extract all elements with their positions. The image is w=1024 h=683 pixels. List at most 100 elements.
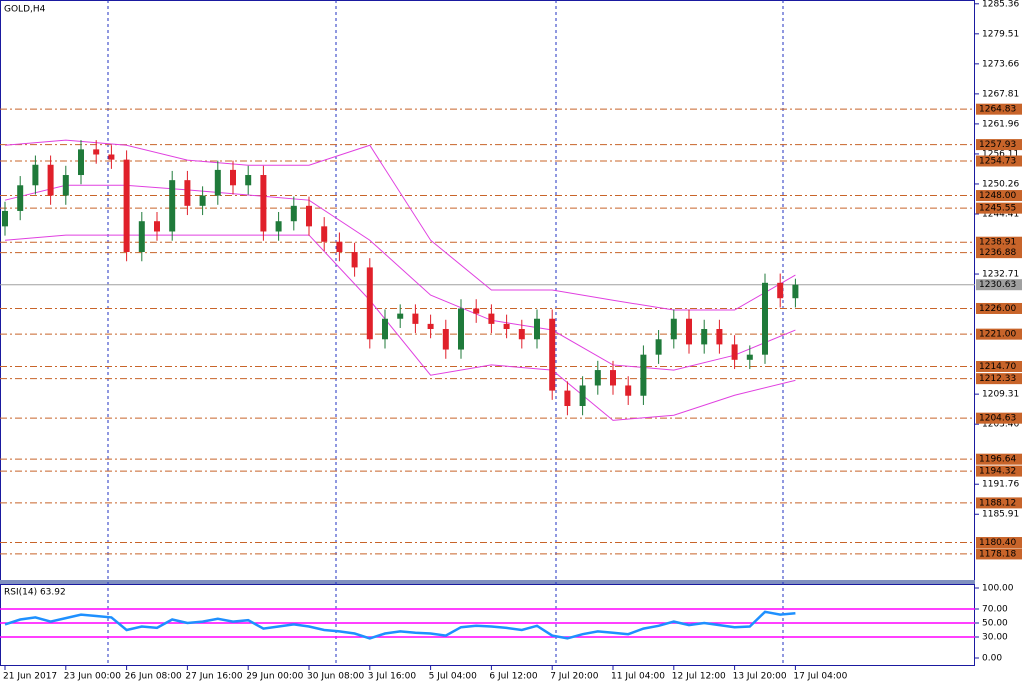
y-tick-label: 1191.76: [982, 480, 1019, 490]
candle-body: [245, 175, 252, 186]
x-tick-label: 6 Jul 12:00: [489, 672, 538, 682]
y-tick-label: 30.00: [982, 633, 1008, 643]
y-tick-label: 100.00: [982, 584, 1014, 594]
level-label-box: [976, 360, 1022, 372]
candle-body: [336, 241, 343, 253]
level-label-box: [976, 412, 1022, 424]
candle-body: [762, 282, 768, 355]
candle-body: [108, 154, 115, 160]
level-label: 1212.33: [979, 374, 1016, 384]
candle-body: [382, 318, 388, 340]
candle-body: [686, 318, 692, 345]
x-tick-label: 30 Jun 08:00: [307, 672, 364, 682]
candle-body: [670, 318, 677, 340]
y-tick-label: 1267.81: [982, 89, 1019, 99]
rsi-frame: [0, 584, 975, 666]
bollinger-middle: [4, 184, 796, 371]
candle-body: [290, 205, 297, 222]
y-tick-label: 1273.66: [982, 59, 1019, 69]
level-label: 1214.70: [979, 362, 1016, 372]
bollinger-lower: [4, 234, 796, 421]
level-label: 1264.83: [979, 105, 1016, 115]
candle-body: [610, 370, 616, 386]
candle-body: [199, 195, 206, 206]
level-label: 1254.73: [979, 157, 1016, 167]
candle-body: [214, 169, 221, 196]
y-tick-label: 1185.91: [982, 510, 1019, 520]
level-label-box: [976, 302, 1022, 314]
y-tick-label: 1244.41: [982, 209, 1019, 219]
candle-body: [47, 164, 54, 196]
candle-body: [442, 329, 449, 350]
candle-body: [230, 169, 236, 186]
level-label: 1226.00: [979, 304, 1016, 314]
level-label-box: [976, 190, 1022, 202]
x-tick-label: 12 Jul 12:00: [672, 672, 726, 682]
candle-body: [488, 313, 495, 324]
candle-body: [427, 323, 434, 330]
candle-body: [777, 282, 784, 299]
candle-body: [579, 385, 586, 406]
x-tick-label: 13 Jul 20:00: [733, 672, 787, 682]
x-tick-label: 29 Jun 00:00: [246, 672, 303, 682]
candle-body: [275, 221, 282, 232]
level-label: 1248.00: [979, 191, 1016, 201]
level-label-box: [976, 548, 1022, 560]
y-tick-label: 1285.36: [982, 0, 1019, 9]
candle-body: [701, 329, 708, 345]
candle-body: [260, 175, 267, 232]
candle-body: [792, 284, 799, 299]
candle-body: [123, 159, 130, 253]
y-tick-label: 1279.51: [982, 29, 1019, 39]
level-label-box: [976, 373, 1022, 385]
level-label: 1194.32: [979, 467, 1016, 477]
y-tick-label: 1250.26: [982, 179, 1019, 189]
y-tick-label: 70.00: [982, 605, 1008, 615]
level-label: 1196.64: [979, 455, 1016, 465]
x-tick-label: 7 Jul 20:00: [550, 672, 599, 682]
level-label-box: [976, 103, 1022, 115]
candle-body: [549, 318, 556, 391]
y-tick-label: 0.00: [982, 654, 1002, 664]
y-tick-label: 50.00: [982, 619, 1008, 629]
candle-body: [594, 370, 601, 386]
level-label: 1236.88: [979, 248, 1016, 258]
rsi-title: RSI(14) 63.92: [4, 588, 66, 598]
pane-separator: [0, 580, 975, 584]
level-label-box: [976, 155, 1022, 167]
candle-body: [746, 354, 753, 360]
x-tick-label: 21 Jun 2017: [3, 672, 57, 682]
candle-body: [397, 313, 404, 319]
chart-title: GOLD,H4: [4, 5, 46, 15]
y-tick-label: 1232.71: [982, 270, 1019, 280]
candle-body: [306, 205, 312, 227]
candle-body: [154, 221, 160, 232]
x-tick-label: 5 Jul 04:00: [429, 672, 478, 682]
x-tick-label: 27 Jun 16:00: [185, 672, 242, 682]
rsi-line: [4, 610, 796, 640]
candle-body: [412, 313, 419, 324]
candle-body: [458, 308, 464, 350]
candle-body: [625, 385, 632, 396]
x-tick-label: 23 Jun 00:00: [64, 672, 121, 682]
level-label-box: [976, 465, 1022, 477]
candle-body: [564, 390, 571, 406]
y-tick-label: 1203.46: [982, 420, 1019, 430]
y-tick-label: 1256.11: [982, 149, 1019, 159]
candle-body: [321, 226, 328, 242]
candle-body: [366, 267, 373, 340]
level-label-box: [976, 202, 1022, 214]
candle-body: [62, 175, 69, 196]
level-label-box: [976, 236, 1022, 248]
level-label: 1204.63: [979, 414, 1016, 424]
x-tick-label: 11 Jul 04:00: [611, 672, 665, 682]
level-label: 1178.18: [979, 549, 1016, 559]
level-label: 1245.55: [979, 204, 1016, 214]
candle-body: [17, 185, 24, 211]
candle-body: [534, 318, 540, 340]
level-label-box: [976, 328, 1022, 340]
candle-body: [2, 210, 8, 227]
candle-body: [640, 354, 647, 396]
level-label: 1221.00: [979, 330, 1016, 340]
